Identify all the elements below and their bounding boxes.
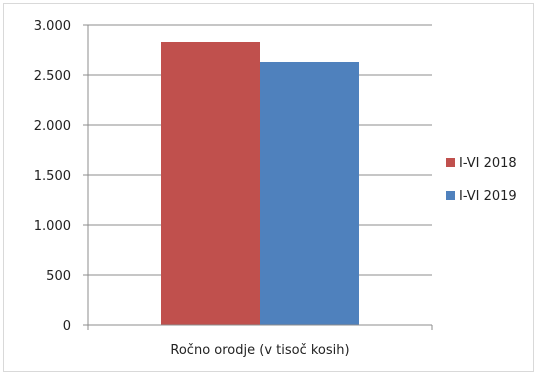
y-tick-label: 0 <box>63 319 71 334</box>
legend-label: I-VI 2018 <box>459 156 517 171</box>
bar-2018 <box>161 42 260 325</box>
bar-2019 <box>260 62 359 325</box>
y-tick-label: 3.000 <box>34 19 71 34</box>
legend-label: I-VI 2019 <box>459 189 517 204</box>
y-tick-label: 2.500 <box>34 69 71 84</box>
y-tick-label: 2.000 <box>34 119 71 134</box>
y-tick-label: 1.000 <box>34 219 71 234</box>
bars <box>161 42 359 325</box>
y-tick-label: 500 <box>46 269 71 284</box>
x-axis-category-label: Ročno orodje (v tisoč kosih) <box>170 343 349 358</box>
y-tick-labels: 0 500 1.000 1.500 2.000 2.500 3.000 <box>34 19 71 334</box>
y-tick-label: 1.500 <box>34 169 71 184</box>
legend: I-VI 2018 I-VI 2019 <box>446 156 517 204</box>
axes <box>87 25 433 330</box>
legend-swatch <box>446 158 455 167</box>
legend-swatch <box>446 191 455 200</box>
